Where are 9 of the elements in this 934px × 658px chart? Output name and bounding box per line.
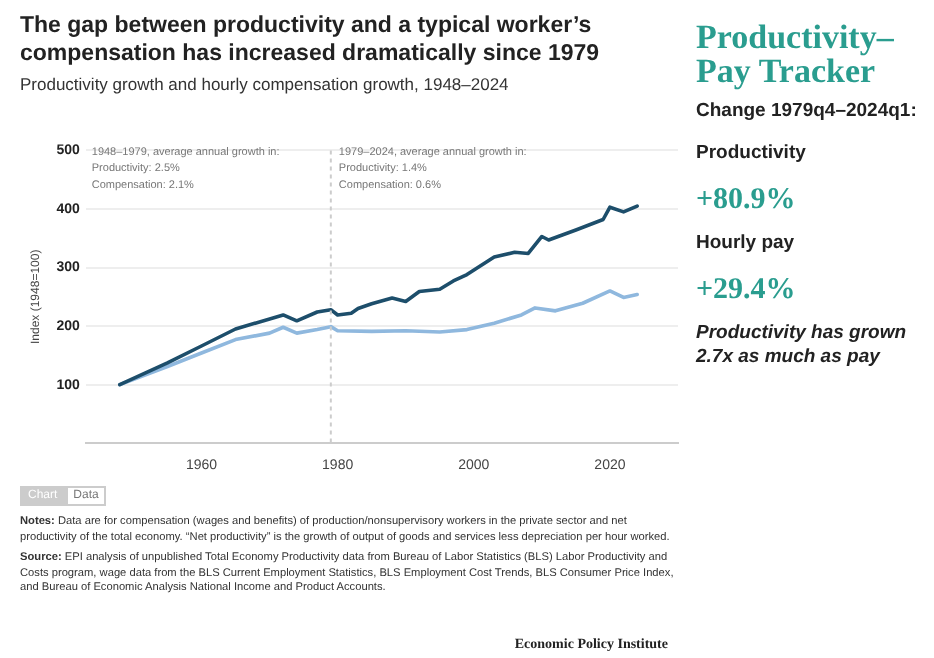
- text: Productivity: [696, 142, 808, 166]
- chart-subtitle: Productivity growth and hourly compensation growth, 1948–2024: [20, 74, 509, 94]
- text: Productivity–Pay Tracker: [696, 18, 896, 90]
- chart-title: The gap between productivity and a typical worker’s compensation has increased dramatically since 1979: [20, 12, 602, 68]
- text: Change 1979q4–2024q1:: [696, 100, 919, 124]
- text: +29.4%: [696, 274, 798, 308]
- text: Productivity has grown 2.7x as much as pay: [696, 322, 909, 370]
- text: Hourly pay: [696, 232, 797, 256]
- text: +80.9%: [696, 184, 798, 218]
